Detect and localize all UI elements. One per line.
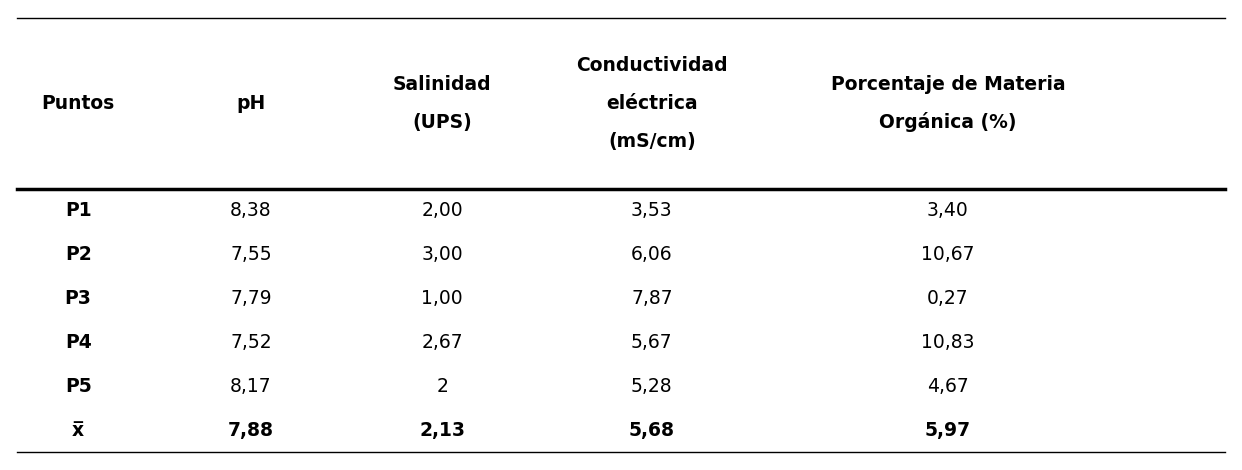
Text: P3: P3	[65, 289, 92, 308]
Text: P5: P5	[65, 376, 92, 396]
Text: 7,88: 7,88	[227, 421, 274, 439]
Text: 10,83: 10,83	[922, 333, 975, 352]
Text: 2: 2	[436, 376, 448, 396]
Text: 3,53: 3,53	[631, 201, 673, 220]
Text: Porcentaje de Materia: Porcentaje de Materia	[831, 75, 1066, 94]
Text: 8,38: 8,38	[230, 201, 272, 220]
Text: P2: P2	[65, 245, 92, 264]
Text: Puntos: Puntos	[41, 94, 114, 113]
Text: x̅: x̅	[72, 421, 84, 439]
Text: 8,17: 8,17	[230, 376, 272, 396]
Text: 7,55: 7,55	[230, 245, 272, 264]
Text: 6,06: 6,06	[631, 245, 673, 264]
Text: P1: P1	[65, 201, 92, 220]
Text: Conductividad: Conductividad	[576, 56, 728, 75]
Text: 2,67: 2,67	[421, 333, 463, 352]
Text: pH: pH	[236, 94, 266, 113]
Text: (UPS): (UPS)	[412, 113, 472, 132]
Text: 5,68: 5,68	[628, 421, 674, 439]
Text: 2,00: 2,00	[421, 201, 463, 220]
Text: P4: P4	[65, 333, 92, 352]
Text: 7,52: 7,52	[230, 333, 272, 352]
Text: 2,13: 2,13	[419, 421, 465, 439]
Text: 0,27: 0,27	[927, 289, 969, 308]
Text: Salinidad: Salinidad	[392, 75, 492, 94]
Text: 5,28: 5,28	[631, 376, 673, 396]
Text: 3,40: 3,40	[927, 201, 969, 220]
Text: 3,00: 3,00	[421, 245, 463, 264]
Text: (mS/cm): (mS/cm)	[609, 132, 696, 151]
Text: eléctrica: eléctrica	[606, 94, 698, 113]
Text: 5,67: 5,67	[631, 333, 673, 352]
Text: 7,87: 7,87	[631, 289, 673, 308]
Text: Orgánica (%): Orgánica (%)	[879, 112, 1017, 133]
Text: 5,97: 5,97	[925, 421, 971, 439]
Text: 1,00: 1,00	[421, 289, 463, 308]
Text: 7,79: 7,79	[230, 289, 272, 308]
Text: 4,67: 4,67	[927, 376, 969, 396]
Text: 10,67: 10,67	[922, 245, 975, 264]
